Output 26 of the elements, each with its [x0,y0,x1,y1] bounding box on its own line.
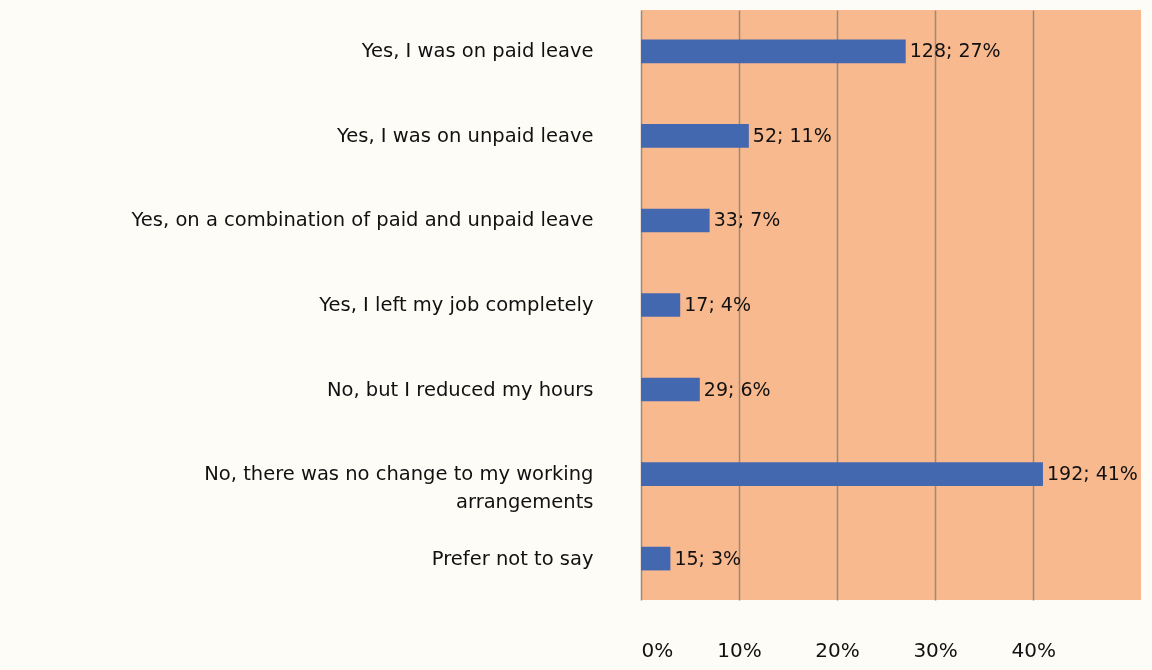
data-label: 15; 3% [674,546,742,569]
x-tick-label: 40% [1011,637,1056,662]
data-label: 17; 4% [684,293,751,315]
x-tick-label: 30% [913,637,958,662]
y-tick-label: Prefer not to say [431,546,594,570]
y-tick-label: Yes, on a combination of paid and unpaid leave [130,208,594,232]
x-tick-label: 10% [717,637,762,662]
data-label: 192; 41% [1046,462,1138,485]
data-label: 33; 7% [713,208,781,231]
y-tick-label: Yes, I was on paid leave [360,39,594,63]
bar [641,546,671,571]
data-label: 128; 27% [909,39,1001,62]
y-tick-label: No, but I reduced my hours [326,377,594,401]
bar [641,208,710,233]
data-label: 29; 6% [703,377,771,400]
y-tick-label: No, there was no change to my working arrangements [204,462,594,514]
bar [641,124,749,148]
bar [641,39,906,64]
bar [641,377,700,402]
data-label: 52; 11% [752,123,832,146]
bar [641,293,681,317]
x-tick-label: 0% [641,637,674,662]
x-tick-label: 20% [815,637,860,662]
bar [641,462,1043,486]
y-tick-label: Yes, I was on unpaid leave [335,123,594,147]
y-tick-label: Yes, I left my job completely [318,293,594,316]
